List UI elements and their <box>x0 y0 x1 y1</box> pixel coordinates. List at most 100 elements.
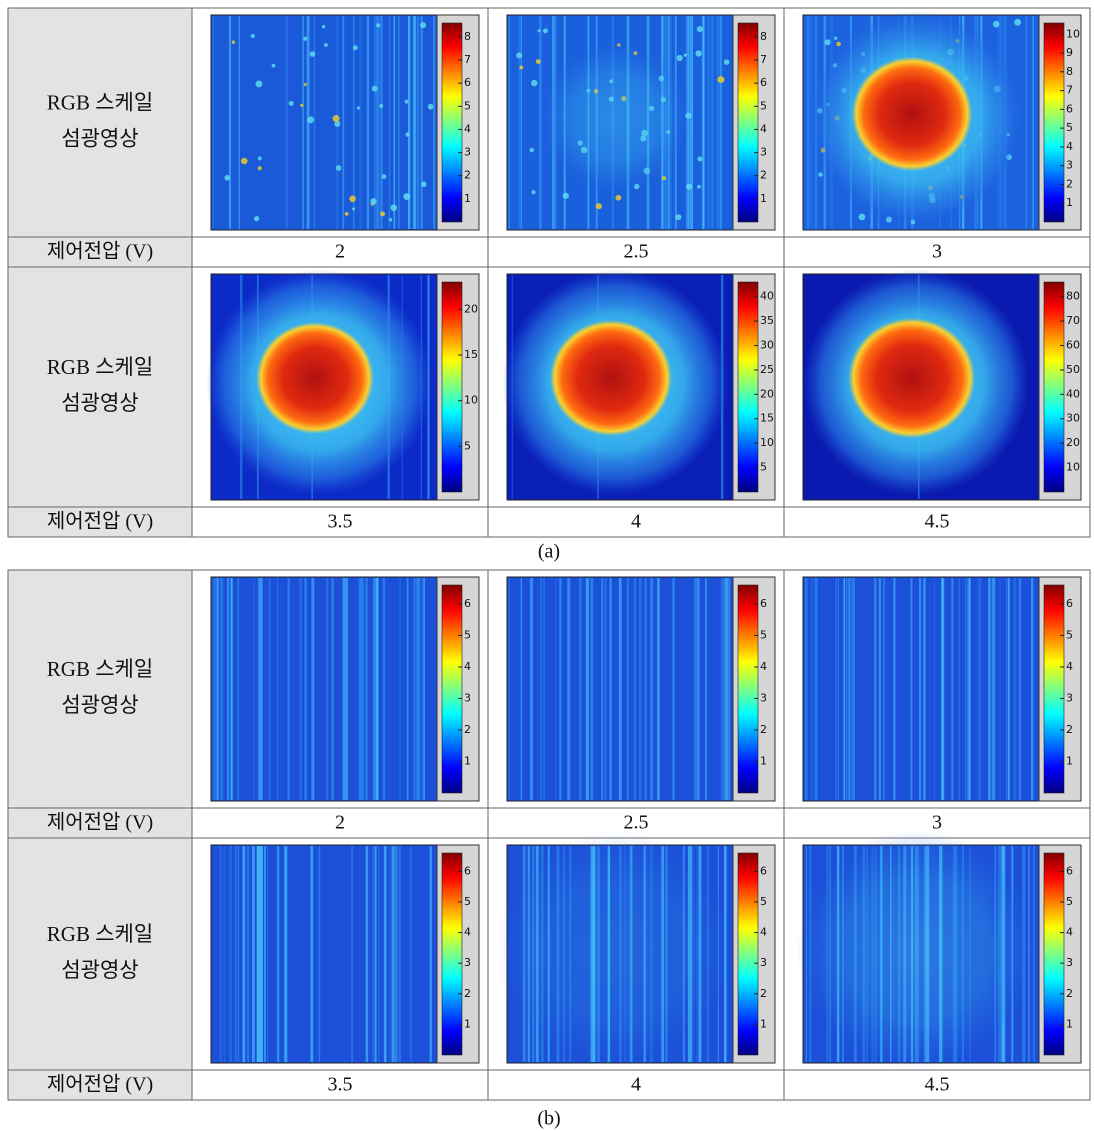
image-dot <box>356 106 361 110</box>
image-halo <box>540 42 691 194</box>
colorbar-tick-label: 8 <box>1066 65 1073 78</box>
image-dot <box>595 203 602 210</box>
colorbar-tick-label: 80 <box>1066 290 1080 303</box>
scintillation-image <box>796 829 1040 1070</box>
scintillation-image <box>206 269 438 501</box>
image-dot <box>676 54 683 62</box>
image-dot <box>231 40 236 44</box>
voltage-value: 3 <box>932 241 942 263</box>
colorbar-tick-label: 2 <box>464 987 471 1000</box>
voltage-label: 제어전압 (V) <box>47 1073 153 1096</box>
voltage-label: 제어전압 (V) <box>47 811 153 834</box>
image-dot <box>254 215 260 222</box>
colorbar-tick-label: 1 <box>464 1017 471 1030</box>
colorbar-tick-label: 1 <box>464 754 471 767</box>
colorbar-tick-label: 2 <box>1066 723 1073 736</box>
colorbar-tick-label: 3 <box>464 146 471 159</box>
colorbar-tick-label: 20 <box>1066 436 1080 449</box>
image-dot <box>255 80 263 88</box>
image-core <box>549 319 672 436</box>
colorbar-tick-label: 20 <box>464 302 478 315</box>
image-dot <box>405 132 410 137</box>
label-cell <box>7 7 193 238</box>
image-dot <box>818 172 823 177</box>
scintillation-image <box>210 14 438 231</box>
image-dot <box>531 190 536 195</box>
colorbar-tick-label: 1 <box>464 192 471 205</box>
colorbar-tick-label: 40 <box>1066 387 1080 400</box>
colorbar-tick-label: 4 <box>464 660 471 673</box>
colorbar-tick-label: 10 <box>464 394 478 407</box>
voltage-value: 4.5 <box>925 1074 950 1096</box>
scintillation-image <box>495 829 736 1070</box>
colorbar <box>441 22 463 223</box>
voltage-cell <box>191 807 489 839</box>
colorbar-tick-label: 5 <box>760 99 767 112</box>
label-cell <box>7 1069 193 1101</box>
image-dot <box>404 99 409 104</box>
voltage-label: 제어전압 (V) <box>47 240 153 263</box>
colorbar-tick-label: 3 <box>1066 691 1073 704</box>
image-dot <box>696 26 703 33</box>
image-dot <box>390 204 398 211</box>
colorbar-tick-label: 6 <box>1066 864 1073 877</box>
colorbar-tick-label: 1 <box>1066 1017 1073 1030</box>
image-dot <box>303 36 308 41</box>
colorbar-tick-label: 30 <box>760 338 774 351</box>
image-dot <box>300 103 304 107</box>
image-dot <box>352 207 356 211</box>
image-dot <box>686 183 693 190</box>
image-dot <box>542 28 548 34</box>
image-dot <box>531 79 538 87</box>
voltage-value: 2 <box>335 812 345 834</box>
colorbar <box>1043 852 1065 1056</box>
colorbar-tick-label: 4 <box>760 926 767 939</box>
image-dot <box>224 174 231 181</box>
image-dot <box>335 165 342 171</box>
image-dot <box>257 156 262 161</box>
label-cell <box>7 506 193 538</box>
voltage-cell <box>783 506 1091 538</box>
image-dot <box>388 217 393 222</box>
colorbar-tick-label: 6 <box>464 597 471 610</box>
colorbar-tick-label: 5 <box>1066 895 1073 908</box>
scintillation-image <box>802 576 1040 802</box>
colorbar-tick-label: 1 <box>760 754 767 767</box>
colorbar-tick-label: 4 <box>760 660 767 673</box>
scintillation-image <box>506 576 734 802</box>
colorbar-tick-label: 9 <box>1066 46 1073 59</box>
colorbar-tick-label: 5 <box>464 895 471 908</box>
colorbar-tick-label: 6 <box>760 864 767 877</box>
colorbar <box>737 22 759 223</box>
colorbar-tick-label: 70 <box>1066 314 1080 327</box>
voltage-value: 4 <box>631 1074 641 1096</box>
colorbar-tick-label: 6 <box>760 76 767 89</box>
image-dot <box>695 50 702 57</box>
row-label: 섬광영상 <box>61 693 138 717</box>
voltage-cell <box>487 506 785 538</box>
voltage-value: 3.5 <box>328 511 353 533</box>
image-dot <box>344 211 349 216</box>
row-label: RGB 스케일 <box>47 922 153 946</box>
colorbar-tick-label: 40 <box>760 290 774 303</box>
label-cell <box>7 266 193 508</box>
caption: (a) <box>538 541 560 563</box>
colorbar-tick-label: 30 <box>1066 412 1080 425</box>
colorbar-tick-label: 6 <box>464 76 471 89</box>
colorbar <box>441 281 463 493</box>
image-dot <box>381 174 387 179</box>
image-dot <box>834 36 838 40</box>
colorbar-tick-label: 1 <box>1066 754 1073 767</box>
image-dot <box>257 166 262 171</box>
image-dot <box>824 39 831 46</box>
image-dot <box>321 24 326 29</box>
scintillation-image <box>802 269 1040 501</box>
colorbar-tick-label: 20 <box>760 387 774 400</box>
image-dot <box>723 59 730 65</box>
colorbar-tick-label: 6 <box>760 597 767 610</box>
colorbar-tick-label: 6 <box>1066 597 1073 610</box>
image-dot <box>675 214 682 221</box>
image-dot <box>529 147 535 153</box>
voltage-value: 2.5 <box>624 812 649 834</box>
